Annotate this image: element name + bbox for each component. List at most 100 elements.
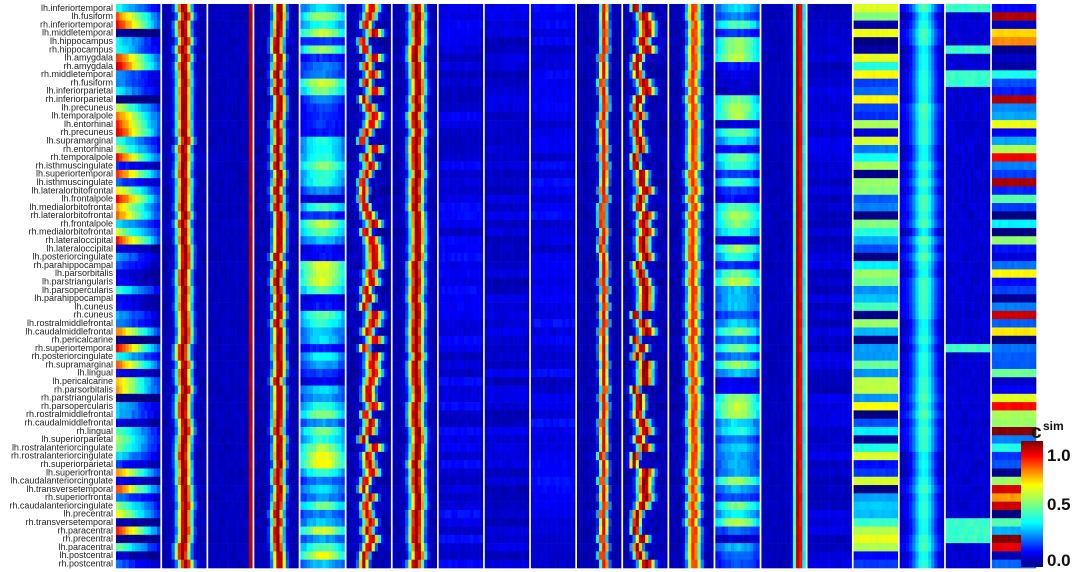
heatmap-cell xyxy=(279,468,283,478)
heatmap-cell xyxy=(260,120,265,129)
heatmap-cell xyxy=(220,12,225,21)
heatmap-cell xyxy=(122,551,126,560)
heatmap-cell xyxy=(199,327,204,337)
heatmap-cell xyxy=(223,319,228,328)
heatmap-cell xyxy=(122,368,126,378)
heatmap-cell xyxy=(138,460,142,469)
heatmap-cell xyxy=(341,169,345,179)
heatmap-cell xyxy=(122,443,126,453)
heatmap-cell xyxy=(196,418,201,428)
heatmap-cell xyxy=(306,286,311,295)
heatmap-cell xyxy=(187,120,191,129)
heatmap-cell xyxy=(309,62,314,71)
heatmap-cell xyxy=(230,509,234,519)
heatmap-cell xyxy=(285,443,290,453)
heatmap-cell xyxy=(285,418,290,428)
heatmap-cell xyxy=(306,360,311,370)
heatmap-cell xyxy=(171,518,175,527)
heatmap-cell xyxy=(144,95,148,104)
heatmap-cell xyxy=(150,95,155,104)
heatmap-cell xyxy=(328,493,333,502)
heatmap-cell xyxy=(181,427,185,436)
heatmap-cell xyxy=(184,451,188,461)
heatmap-cell xyxy=(276,70,280,79)
heatmap-cell xyxy=(138,244,142,254)
heatmap-cell xyxy=(338,95,342,104)
heatmap-cell xyxy=(171,78,175,88)
heatmap-cell xyxy=(313,427,317,436)
heatmap-cell xyxy=(196,111,201,121)
heatmap-cell xyxy=(313,28,317,38)
heatmap-cell xyxy=(236,393,240,403)
heatmap-cell xyxy=(134,128,139,137)
heatmap-cell xyxy=(190,327,194,337)
heatmap-cell xyxy=(156,53,161,63)
heatmap-cell xyxy=(208,37,212,46)
heatmap-cell xyxy=(196,28,201,38)
heatmap-cell xyxy=(249,62,253,71)
heatmap-cell xyxy=(295,4,299,13)
heatmap-cell xyxy=(211,286,215,295)
heatmap-cell xyxy=(193,377,198,386)
heatmap-cell xyxy=(131,393,136,403)
heatmap-cell xyxy=(177,344,182,353)
heatmap-cell xyxy=(211,310,215,320)
heatmap-cell xyxy=(282,269,287,278)
heatmap-cell xyxy=(313,302,317,312)
heatmap-cell xyxy=(249,53,253,63)
heatmap-cell xyxy=(208,493,212,502)
heatmap-cell xyxy=(233,103,237,113)
heatmap-cell xyxy=(279,360,283,370)
heatmap-cell xyxy=(119,551,123,560)
heatmap-cell xyxy=(190,219,194,229)
heatmap-cell xyxy=(119,219,123,229)
heatmap-cell xyxy=(295,53,299,63)
heatmap-cell xyxy=(254,37,258,46)
heatmap-cell xyxy=(309,468,314,478)
heatmap-cell xyxy=(223,294,228,303)
heatmap-cell xyxy=(257,302,261,312)
heatmap-cell xyxy=(144,86,148,96)
heatmap-cell xyxy=(249,286,253,295)
heatmap-cell xyxy=(227,178,231,187)
heatmap-cell xyxy=(292,45,296,55)
heatmap-cell xyxy=(199,559,204,569)
heatmap-cell xyxy=(187,468,191,478)
heatmap-cell xyxy=(156,269,161,278)
heatmap-cell xyxy=(331,178,336,187)
heatmap-cell xyxy=(233,543,237,552)
heatmap-cell xyxy=(282,145,287,154)
heatmap-cell xyxy=(203,194,207,204)
heatmap-cell xyxy=(246,310,250,320)
heatmap-cell xyxy=(128,45,133,55)
heatmap-cell xyxy=(306,186,311,196)
heatmap-cell xyxy=(128,418,133,428)
heatmap-cell xyxy=(174,145,179,154)
heatmap-cell xyxy=(230,103,234,113)
heatmap-cell xyxy=(306,460,311,469)
heatmap-cell xyxy=(352,28,357,38)
heatmap-cell xyxy=(325,203,330,212)
heatmap-cell xyxy=(313,360,317,370)
heatmap-cell xyxy=(122,310,126,320)
heatmap-cell xyxy=(168,526,172,536)
heatmap-cell xyxy=(141,219,145,229)
heatmap-cell xyxy=(341,120,345,129)
heatmap-cell xyxy=(295,145,299,154)
heatmap-cell xyxy=(131,443,136,453)
heatmap-cell xyxy=(246,28,250,38)
heatmap-cell xyxy=(242,427,247,436)
heatmap-cell xyxy=(220,153,225,162)
heatmap-cell xyxy=(309,45,314,55)
heatmap-cell xyxy=(181,62,185,71)
heatmap-cell xyxy=(328,4,333,13)
heatmap-cell xyxy=(242,103,247,113)
heatmap-cell xyxy=(203,45,207,55)
heatmap-cell xyxy=(230,319,234,328)
heatmap-cell xyxy=(303,28,307,38)
heatmap-cell xyxy=(203,310,207,320)
heatmap-cell xyxy=(122,509,126,519)
heatmap-cell xyxy=(292,219,296,229)
heatmap-cell xyxy=(325,435,330,444)
heatmap-cell xyxy=(119,103,123,113)
